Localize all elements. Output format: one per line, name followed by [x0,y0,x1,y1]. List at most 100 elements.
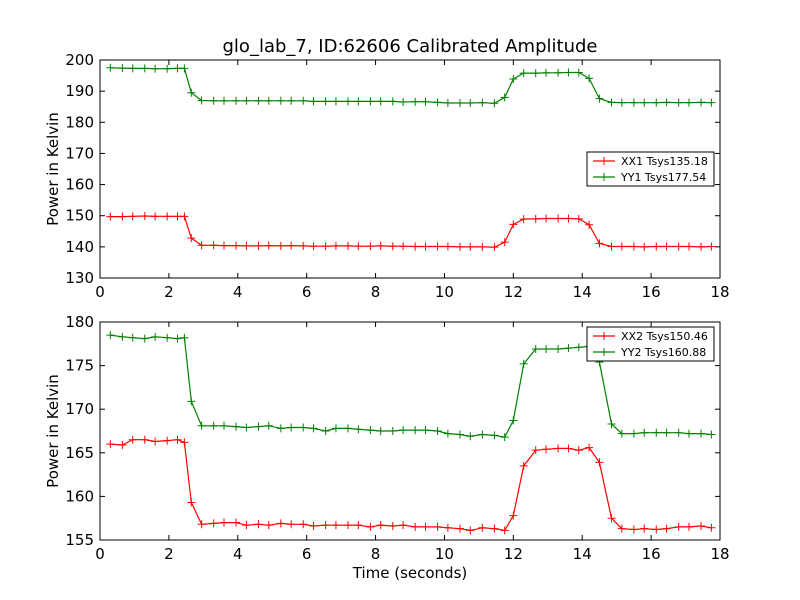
data-point [344,241,352,250]
data-point [662,98,671,107]
data-point [399,426,408,435]
data-point [151,437,160,446]
data-point [697,242,706,251]
x-tick-label: 12 [504,283,523,301]
data-point [443,523,452,532]
y-tick-label: 140 [65,238,94,256]
data-point [411,242,420,251]
data-point [697,522,706,531]
data-point [509,74,518,83]
legend-box [586,326,715,362]
y-tick-label: 150 [65,207,94,225]
data-point [173,212,182,221]
data-point [140,334,149,343]
data-point [542,445,551,454]
data-point [264,96,273,105]
data-point [321,521,330,530]
x-tick-label: 8 [371,283,381,301]
data-point [466,432,475,441]
data-point [128,333,137,342]
x-tick-label: 6 [302,283,312,301]
data-point [287,520,296,529]
data-point [254,241,263,250]
data-point [128,212,137,221]
chart-panel-1: 0 2 4 6 8 10 12 14 16 18 130 140 150 160 170 180 190 200 P… [44,51,730,301]
data-point [151,212,160,221]
data-point [542,345,551,354]
legend-box [586,151,715,187]
y-tick-label: 160 [65,176,94,194]
data-point [519,461,528,470]
data-point [662,242,671,251]
y-tick-label: 130 [65,269,94,287]
legend-label: YY1 Tsys177.54 [620,171,706,184]
data-point [443,429,452,438]
data-point [331,97,340,106]
x-tick-label: 2 [164,283,174,301]
data-point [376,521,385,530]
chart-panel-2: 0 2 4 6 8 10 12 14 16 18 155 160 165 170 175 180 Power i… [44,313,730,563]
data-point [411,426,420,435]
data-point [640,524,649,533]
data-point [321,427,330,435]
legend-label: XX1 Tsys135.18 [621,155,708,168]
data-point [455,524,464,533]
data-point [299,520,308,529]
y-tick-label: 170 [65,144,94,162]
data-point [173,435,182,444]
data-point [574,446,583,455]
data-point [232,241,241,250]
y-tick-label: 190 [65,82,94,100]
data-point [187,88,196,97]
data-point [220,421,228,430]
data-point [331,521,340,530]
data-point [411,522,420,531]
data-point [564,214,573,223]
data-point [421,242,430,251]
data-point [128,435,137,444]
data-point [309,242,318,251]
data-point [264,521,273,530]
series-line [110,67,712,104]
data-point [617,429,626,438]
data-point [574,214,583,223]
data-point [478,523,487,532]
plot-frame [99,59,721,279]
data-point [242,241,251,250]
data-point [376,427,385,435]
data-point [629,429,638,438]
data-point [466,526,475,535]
data-point [629,98,638,107]
x-tick-label: 18 [710,545,729,563]
data-point [140,64,149,73]
data-point [287,241,296,250]
data-point [652,98,661,107]
y-axis-label: Power in Kelvin [44,112,62,226]
data-point [276,519,285,528]
data-point [299,423,308,432]
data-point [652,428,661,437]
data-point [118,440,127,449]
data-point [321,242,330,251]
data-point [674,522,683,531]
x-tick-label: 10 [435,545,454,563]
data-point [509,220,518,229]
data-point [151,332,160,341]
data-point [344,521,352,530]
data-point [433,427,442,435]
data-point [128,64,137,73]
data-point [519,69,528,78]
data-point [197,96,206,105]
x-axis-label: Time (seconds) [352,564,468,582]
data-point [376,241,385,250]
data-point [399,242,408,251]
data-point [299,241,308,250]
data-point [187,397,196,406]
data-point [118,332,127,341]
data-point [564,344,573,353]
series-2 [106,63,716,108]
data-point [399,98,408,107]
x-tick-label: 8 [371,545,381,563]
y-tick-label: 165 [65,444,94,462]
data-point [478,242,487,251]
